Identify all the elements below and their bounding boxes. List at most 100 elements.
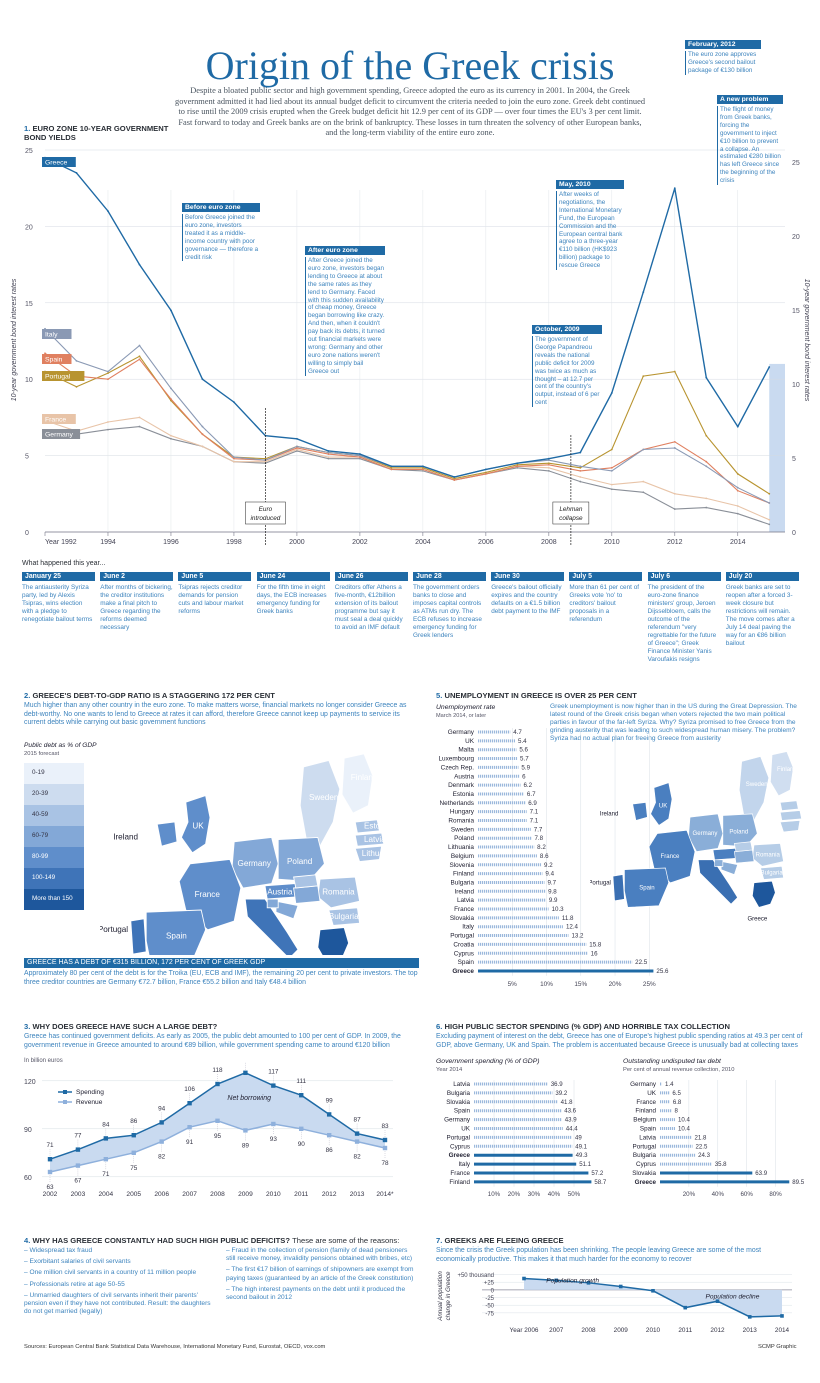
data-point-france [296,448,298,451]
euro-marker-label: introduced [250,515,280,522]
net-borrowing-area [50,1072,385,1172]
spending-point [271,1083,276,1088]
x-tick-label: 20% [609,981,622,988]
value-label: 9.4 [545,871,554,878]
lehman-marker-box [552,501,590,525]
map-group: Sweden Finland UK Ireland Germany Poland Franc… [590,751,802,922]
x-tick-label: 2012 [667,539,683,546]
data-point-portugal [736,473,739,475]
credit: SCMP Graphic [758,1344,797,1350]
y-tick-label-right: 0 [792,530,796,537]
event-text: After months of bickering, the creditor … [100,584,173,631]
data-point-spain [170,398,172,400]
data-point-france [736,505,739,507]
event-item: June 26 Creditors offer Athens a five-mon… [334,572,408,632]
x-tick-label: 2003 [71,1191,86,1198]
revenue-point [215,1118,220,1123]
country-spain [624,867,670,908]
data-point-greece [358,453,361,455]
data-point-italy [768,502,771,504]
revenue-value: 86 [326,1147,334,1154]
x-tick-label: 2009 [614,1327,629,1334]
event-item: July 5 More than 61 per cent of Greeks vo… [569,572,643,624]
country-label: Romania [322,888,355,897]
reasons-right-list: – Fraud in the collection of pension (fa… [226,1247,416,1305]
event-text: Creditors offer Athens a five-month, €12… [334,584,403,631]
data-point-portugal [484,471,487,474]
annotation-box: October, 2009 The government of George Pa… [532,325,602,408]
category-label: Germany [448,729,475,736]
revenue-value: 63 [46,1184,54,1191]
value-label: 9.7 [547,879,556,886]
category-label: Finland [453,871,474,878]
spending-value: 83 [381,1123,389,1130]
data-point-italy [201,425,204,428]
legend-label: 80-99 [32,853,49,860]
tax-debt-title: Outstanding undisputed tax debt [623,1058,721,1065]
country-ireland [156,821,178,847]
legend-swatch: 80-99 [24,847,84,868]
data-point-italy [705,465,708,468]
data-point-greece [170,309,172,312]
category-label: Greece [449,1152,471,1159]
legend-label: 40-59 [32,811,49,818]
unemployment-section-title: 5. UNEMPLOYMENT IN GREECE IS OVER 25 PER… [436,691,637,700]
data-point-greece [75,172,78,174]
x-tick-label: 2007 [549,1327,564,1334]
x-tick-label: 2008 [541,539,557,546]
value-label: 16 [591,950,598,957]
section-title-text: EURO ZONE 10-YEAR GOVERNMENT BOND YIELDS [24,124,169,142]
data-point-italy [736,486,739,489]
x-tick-label: 2005 [126,1191,141,1198]
series-label-bg [42,429,81,439]
annotation-heading: October, 2009 [532,325,602,334]
annotation-box: Before euro zone Before Greece joined the… [182,203,260,262]
data-point-germany [547,469,550,472]
y-tick-label: 20 [25,224,33,231]
spending-point [243,1070,248,1075]
series-label-bg [42,354,72,364]
series-line-greece [44,156,770,478]
data-point-italy [547,459,550,462]
legend-revenue-marker [63,1100,67,1104]
spending-section-title: 6. HIGH PUBLIC SECTOR SPENDING (% GDP) A… [436,1022,730,1031]
series-line-spain [44,352,770,504]
country-label: Finland [351,773,378,782]
population-point [586,1281,591,1285]
value-label: 25.6 [656,968,669,975]
y-tick-label: -75 [485,1311,494,1317]
category-label: France [454,906,474,913]
category-label: Portugal [633,1143,656,1150]
category-label: Germany [444,1117,471,1124]
revenue-value: 91 [186,1139,194,1146]
category-label: Portugal [447,1134,470,1141]
value-label: 36.9 [551,1081,563,1088]
x-tick-label: 60% [740,1191,753,1198]
debt-banner-text: GREECE HAS A DEBT OF €315 BILLION, 172 P… [27,958,266,966]
category-label: Finland [635,1108,656,1115]
category-label: Slovenia [449,862,474,869]
category-label: Portugal [450,933,474,940]
value-label: 5.7 [520,756,529,763]
data-point-germany [107,428,109,431]
event-text: The government orders banks to close and… [413,584,482,639]
data-point-portugal [264,457,267,460]
country-label: France [661,854,680,860]
data-point-spain [516,465,519,468]
y-axis-label: Annual population [437,1271,444,1322]
page-title: Origin of the Greek crisis [205,43,615,88]
value-label: 49 [575,1134,582,1141]
data-point-spain [421,468,424,471]
category-label: Bulgaria [451,879,475,886]
country-label: Portugal [590,880,611,886]
category-label: Spain [640,1126,657,1133]
country-greece [317,927,350,955]
spending-point [215,1081,220,1087]
y-tick-label: +50 thousand [457,1273,494,1279]
revenue-point [75,1163,81,1168]
data-point-spain [610,466,613,469]
country-slovenia [714,859,724,867]
legend-swatch: 20-39 [24,784,84,805]
data-point-greece [296,437,298,440]
category-label: Belgium [451,853,474,860]
